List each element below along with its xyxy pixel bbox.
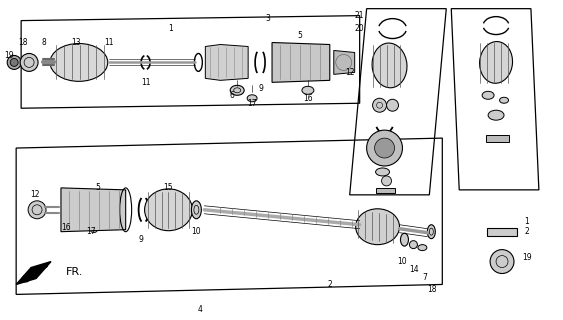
Text: 18: 18 — [19, 38, 28, 47]
Text: 8: 8 — [42, 38, 46, 47]
Text: 10: 10 — [397, 257, 407, 266]
Text: 9: 9 — [138, 235, 143, 244]
Ellipse shape — [302, 86, 314, 94]
Text: 17: 17 — [86, 227, 96, 236]
Text: 2: 2 — [328, 280, 332, 289]
Polygon shape — [61, 188, 126, 232]
Polygon shape — [205, 44, 248, 80]
Circle shape — [7, 55, 21, 69]
Text: 13: 13 — [71, 38, 81, 47]
Text: 18: 18 — [427, 285, 437, 294]
Text: 15: 15 — [164, 183, 173, 192]
Ellipse shape — [376, 168, 390, 176]
Ellipse shape — [372, 43, 407, 88]
Text: 20: 20 — [355, 24, 364, 33]
Text: 16: 16 — [303, 94, 312, 103]
Polygon shape — [487, 228, 517, 236]
Ellipse shape — [400, 233, 408, 246]
Text: FR.: FR. — [66, 267, 83, 276]
Polygon shape — [16, 261, 51, 284]
Circle shape — [367, 130, 403, 166]
Ellipse shape — [488, 110, 504, 120]
Text: 5: 5 — [297, 31, 302, 40]
Polygon shape — [486, 135, 509, 142]
Ellipse shape — [418, 244, 427, 251]
Ellipse shape — [499, 97, 508, 103]
Text: 4: 4 — [198, 305, 203, 314]
Ellipse shape — [191, 201, 202, 219]
Text: 11: 11 — [104, 38, 114, 47]
Ellipse shape — [427, 225, 435, 239]
Text: 12: 12 — [30, 190, 40, 199]
Ellipse shape — [145, 189, 193, 231]
Text: 6: 6 — [230, 91, 235, 100]
Text: 7: 7 — [422, 273, 427, 282]
Ellipse shape — [90, 227, 97, 233]
Ellipse shape — [64, 214, 74, 222]
Text: 11: 11 — [141, 78, 150, 87]
Ellipse shape — [50, 44, 108, 81]
Circle shape — [374, 138, 395, 158]
Ellipse shape — [82, 219, 90, 228]
Ellipse shape — [230, 85, 244, 95]
Circle shape — [382, 176, 391, 186]
Ellipse shape — [356, 209, 400, 244]
Circle shape — [373, 98, 387, 112]
Polygon shape — [334, 51, 355, 74]
Text: 2: 2 — [525, 227, 529, 236]
Circle shape — [387, 99, 399, 111]
Ellipse shape — [247, 95, 257, 102]
Text: 19: 19 — [522, 253, 531, 262]
Ellipse shape — [409, 241, 417, 249]
Text: 14: 14 — [410, 265, 419, 274]
Polygon shape — [272, 43, 330, 82]
Circle shape — [490, 250, 514, 274]
Text: 17: 17 — [247, 99, 257, 108]
Ellipse shape — [480, 42, 512, 83]
Ellipse shape — [482, 91, 494, 99]
Text: 10: 10 — [191, 227, 201, 236]
Text: 16: 16 — [61, 223, 71, 232]
Text: 12: 12 — [345, 68, 355, 77]
Text: 19: 19 — [5, 51, 14, 60]
Text: 3: 3 — [266, 14, 270, 23]
Text: 9: 9 — [258, 84, 263, 93]
Circle shape — [20, 53, 38, 71]
Text: 1: 1 — [525, 217, 529, 226]
Text: 1: 1 — [168, 24, 173, 33]
Text: 21: 21 — [355, 11, 364, 20]
Circle shape — [10, 59, 18, 67]
Text: 5: 5 — [95, 183, 100, 192]
Circle shape — [28, 201, 46, 219]
Polygon shape — [376, 188, 395, 193]
